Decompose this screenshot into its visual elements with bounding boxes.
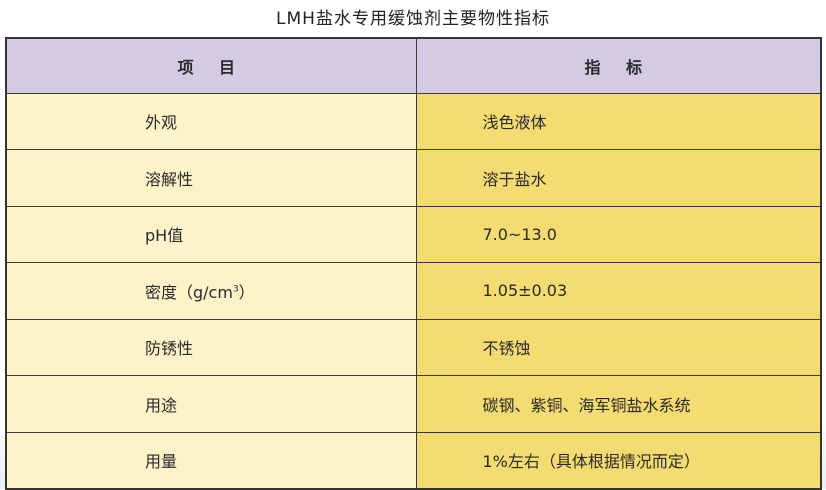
table-row: pH值 7.0~13.0 (5, 205, 822, 263)
table-row: 溶解性 溶于盐水 (5, 149, 822, 207)
spec-cell: 不锈蚀 (415, 318, 822, 376)
table-row: 用途 碳钢、紫铜、海军铜盐水系统 (5, 375, 822, 433)
item-cell: 溶解性 (5, 149, 417, 207)
item-cell: pH值 (5, 205, 417, 263)
spec-cell: 1.05±0.03 (415, 262, 822, 320)
item-text: 密度（g/cm (145, 282, 233, 302)
table-row: 用量 1%左右（具体根据情况而定） (5, 431, 822, 489)
header-item: 项 目 (5, 37, 417, 94)
page-title: LMH盐水专用缓蚀剂主要物性指标 (276, 9, 550, 29)
item-cell: 用途 (5, 375, 417, 433)
spec-cell: 碳钢、紫铜、海军铜盐水系统 (415, 375, 822, 433)
item-cell: 用量 (5, 431, 417, 489)
spec-cell: 溶于盐水 (415, 149, 822, 207)
table-row: 防锈性 不锈蚀 (5, 318, 822, 376)
spec-table: 项 目 指 标 外观 浅色液体 溶解性 溶于盐水 pH值 7.0~13.0 密度（g/… (5, 37, 822, 490)
item-text-end: ） (238, 282, 255, 302)
superscript: 3 (232, 284, 239, 295)
spec-cell: 1%左右（具体根据情况而定） (415, 431, 822, 489)
item-cell: 密度（g/cm3） (5, 262, 417, 320)
table-row: 密度（g/cm3） 1.05±0.03 (5, 262, 822, 320)
spec-cell: 7.0~13.0 (415, 205, 822, 263)
item-cell: 外观 (5, 92, 417, 150)
spec-cell: 浅色液体 (415, 92, 822, 150)
item-cell: 防锈性 (5, 318, 417, 376)
table-header: 项 目 指 标 (5, 37, 822, 94)
header-spec: 指 标 (415, 37, 822, 94)
table-row: 外观 浅色液体 (5, 92, 822, 150)
